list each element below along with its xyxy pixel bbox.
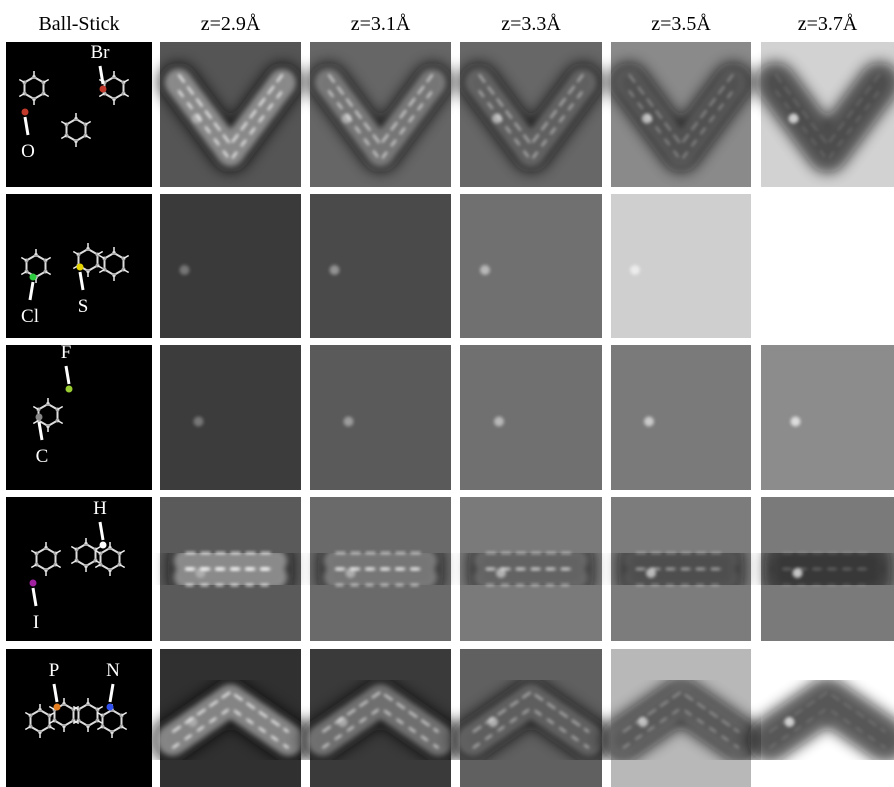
afm-image (761, 649, 894, 787)
atom (66, 386, 73, 393)
column-header: Ball-Stick (38, 13, 119, 35)
atom-label: C (36, 446, 49, 467)
atom-label: H (93, 498, 107, 519)
afm-image (611, 194, 751, 338)
afm-image (310, 194, 451, 338)
atom-label: S (78, 296, 89, 317)
ball-stick-panel: FC (6, 342, 152, 490)
atom-label: Br (91, 42, 111, 63)
afm-image (761, 194, 894, 338)
atom (22, 109, 29, 116)
column-header: z=2.9Å (201, 13, 261, 35)
atom (100, 86, 107, 93)
ball-stick-panel: Br O (6, 42, 152, 187)
afm-image (160, 649, 301, 787)
atom (30, 580, 37, 587)
atom-label: F (61, 342, 72, 363)
column-header: z=3.3Å (501, 13, 561, 35)
atom (100, 542, 107, 549)
afm-image (310, 42, 451, 187)
ball-stick-panel: Cl S (6, 194, 152, 338)
afm-image (761, 497, 894, 641)
afm-image (611, 345, 751, 490)
atom (107, 704, 114, 711)
afm-image (460, 649, 602, 787)
afm-image (310, 345, 451, 490)
afm-image (761, 42, 894, 187)
atom-label: O (21, 141, 35, 162)
atom (30, 274, 37, 281)
afm-image (460, 497, 602, 641)
ball-stick-panel: HI (6, 497, 152, 641)
afm-image (160, 497, 301, 641)
afm-image (310, 497, 451, 641)
afm-image (460, 42, 602, 187)
atom (54, 704, 61, 711)
atom (77, 264, 84, 271)
afm-image (611, 42, 751, 187)
afm-image (460, 345, 602, 490)
column-header: z=3.7Å (798, 13, 858, 35)
atom (36, 414, 43, 421)
column-header: z=3.1Å (351, 13, 411, 35)
afm-image (160, 42, 301, 187)
afm-image (611, 497, 751, 641)
afm-image (460, 194, 602, 338)
atom-label: N (106, 660, 120, 681)
afm-image (160, 194, 301, 338)
column-header: z=3.5Å (651, 13, 711, 35)
afm-image (761, 345, 894, 490)
atom-label: P (49, 660, 60, 681)
atom-label: Cl (21, 306, 39, 327)
afm-image (160, 345, 301, 490)
afm-image (611, 649, 751, 787)
atom-label: I (33, 612, 39, 633)
afm-image (310, 649, 451, 787)
figure: Ball-Stick z=2.9Å z=3.1Å z=3.3Å z=3.5Å z=3.7Å… (0, 0, 894, 787)
